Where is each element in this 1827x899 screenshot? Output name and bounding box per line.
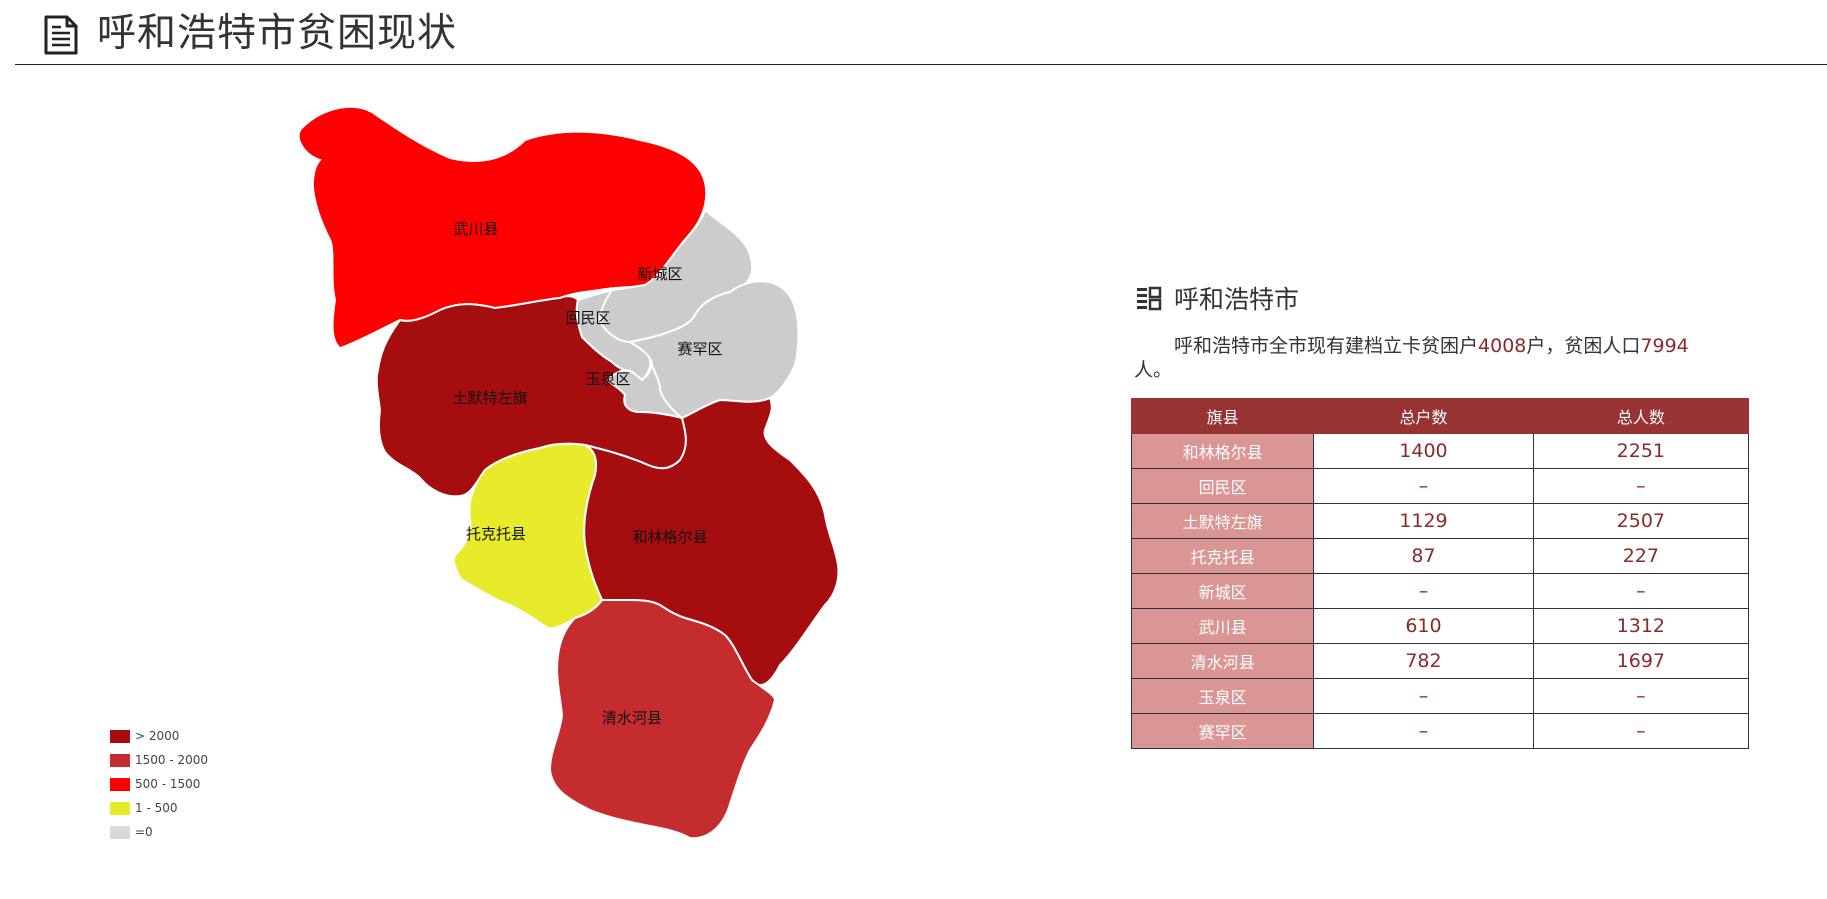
population-cell: 2251: [1532, 433, 1750, 469]
households-cell: 1129: [1313, 503, 1534, 539]
map-legend: > 2000 1500 - 2000 500 - 1500 1 - 500 =0: [110, 727, 250, 847]
county-cell: 回民区: [1130, 468, 1315, 504]
population-cell: 227: [1532, 538, 1750, 574]
region-title: 呼和浩特市: [1174, 285, 1300, 314]
population-total: 7994: [1640, 335, 1689, 357]
households-cell: 782: [1313, 643, 1534, 679]
county-cell: 和林格尔县: [1130, 433, 1315, 469]
legend-item[interactable]: 1500 - 2000: [110, 751, 250, 775]
households-total: 4008: [1478, 335, 1527, 357]
households-cell: 87: [1313, 538, 1534, 574]
population-cell: 1697: [1532, 643, 1750, 679]
legend-label: =0: [135, 825, 153, 839]
poverty-table: 旗县 总户数 总人数 和林格尔县 1400 2251 回民区 – – 土默特左旗…: [1130, 398, 1750, 749]
table-row[interactable]: 托克托县 87 227: [1130, 538, 1750, 574]
region-label-qingshuihe: 清水河县: [602, 709, 662, 727]
list-icon: [1137, 286, 1162, 311]
region-label-tumote: 土默特左旗: [452, 389, 527, 407]
county-cell: 新城区: [1130, 573, 1315, 609]
county-cell: 武川县: [1130, 608, 1315, 644]
county-cell: 玉泉区: [1130, 678, 1315, 714]
region-label-saihan: 赛罕区: [677, 340, 722, 358]
population-cell: –: [1532, 713, 1750, 749]
county-cell: 清水河县: [1130, 643, 1315, 679]
legend-item[interactable]: 500 - 1500: [110, 775, 250, 799]
info-panel: 呼和浩特市 呼和浩特市全市现有建档立卡贫困户4008户，贫困人口7994 人。: [1130, 276, 1750, 381]
legend-label: 1500 - 2000: [135, 753, 209, 767]
summary-part1: 呼和浩特市全市现有建档立卡贫困户: [1174, 335, 1479, 357]
legend-swatch: [110, 802, 130, 815]
county-cell: 托克托县: [1130, 538, 1315, 574]
households-cell: –: [1313, 713, 1534, 749]
population-cell: 2507: [1532, 503, 1750, 539]
population-cell: –: [1532, 678, 1750, 714]
col-header-households: 总户数: [1313, 398, 1534, 434]
table-row[interactable]: 土默特左旗 1129 2507: [1130, 503, 1750, 539]
table-row[interactable]: 新城区 – –: [1130, 573, 1750, 609]
county-cell: 赛罕区: [1130, 713, 1315, 749]
legend-swatch: [110, 754, 130, 767]
legend-swatch: [110, 778, 130, 791]
table-header-row: 旗县 总户数 总人数: [1130, 398, 1750, 434]
population-cell: –: [1532, 468, 1750, 504]
region-label-helin: 和林格尔县: [632, 528, 707, 546]
table-row[interactable]: 赛罕区 – –: [1130, 713, 1750, 749]
population-cell: 1312: [1532, 608, 1750, 644]
region-wuchuan[interactable]: [297, 105, 708, 350]
region-label-huimin: 回民区: [565, 309, 610, 327]
info-header: 呼和浩特市: [1130, 276, 1750, 326]
legend-swatch: [110, 730, 130, 743]
legend-label: > 2000: [135, 729, 180, 743]
households-cell: 1400: [1313, 433, 1534, 469]
region-qingshuihe[interactable]: [548, 598, 777, 840]
legend-label: 1 - 500: [135, 801, 178, 815]
document-icon: [44, 15, 78, 55]
table-row[interactable]: 武川县 610 1312: [1130, 608, 1750, 644]
choropleth-map: 武川县 新城区 回民区 赛罕区 玉泉区 土默特左旗 托克托县 和林格尔县 清水河…: [0, 64, 1000, 899]
households-cell: –: [1313, 678, 1534, 714]
table-row[interactable]: 清水河县 782 1697: [1130, 643, 1750, 679]
col-header-county: 旗县: [1130, 398, 1315, 434]
legend-item[interactable]: 1 - 500: [110, 799, 250, 823]
page-title: 呼和浩特市贫困现状: [97, 11, 458, 56]
county-cell: 土默特左旗: [1130, 503, 1315, 539]
households-cell: –: [1313, 468, 1534, 504]
households-cell: –: [1313, 573, 1534, 609]
summary-part2: 户，贫困人口: [1526, 335, 1641, 357]
legend-item[interactable]: =0: [110, 823, 250, 847]
region-label-tuoketuo: 托克托县: [466, 525, 526, 543]
region-label-xincheng: 新城区: [637, 265, 682, 283]
map-svg: 武川县 新城区 回民区 赛罕区 玉泉区 土默特左旗 托克托县 和林格尔县 清水河…: [297, 105, 840, 840]
region-label-yuquan: 玉泉区: [585, 370, 630, 388]
region-label-wuchuan: 武川县: [453, 220, 498, 238]
table-row[interactable]: 回民区 – –: [1130, 468, 1750, 504]
summary-part3: 人。: [1134, 359, 1173, 381]
households-cell: 610: [1313, 608, 1534, 644]
table-row[interactable]: 和林格尔县 1400 2251: [1130, 433, 1750, 469]
legend-swatch: [110, 826, 130, 839]
summary-text: 呼和浩特市全市现有建档立卡贫困户4008户，贫困人口7994 人。: [1134, 334, 1694, 382]
table-row[interactable]: 玉泉区 – –: [1130, 678, 1750, 714]
page-header: 呼和浩特市贫困现状: [15, 0, 1827, 65]
population-cell: –: [1532, 573, 1750, 609]
legend-label: 500 - 1500: [135, 777, 201, 791]
col-header-population: 总人数: [1532, 398, 1750, 434]
legend-item[interactable]: > 2000: [110, 727, 250, 751]
